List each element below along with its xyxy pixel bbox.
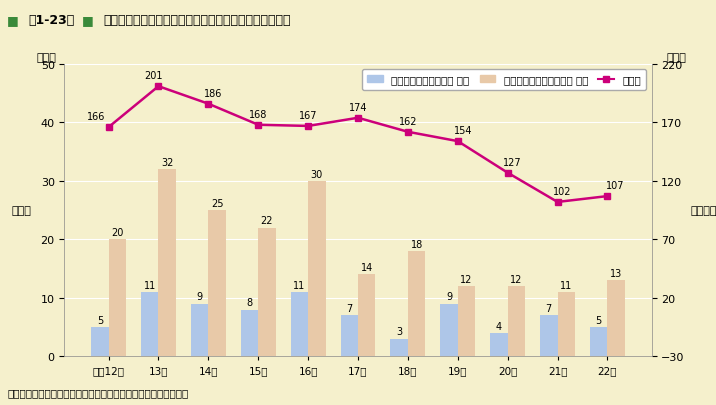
重傷者 — [154, 85, 163, 90]
Bar — [91, 327, 109, 356]
Text: 201: 201 — [144, 71, 163, 81]
Bar — [408, 252, 425, 356]
Text: 3: 3 — [396, 326, 402, 337]
Text: 13: 13 — [610, 268, 622, 278]
Line: 重傷者: 重傷者 — [105, 83, 611, 206]
Text: 11: 11 — [294, 280, 306, 290]
Text: 9: 9 — [197, 292, 203, 302]
重傷者 — [404, 130, 412, 135]
Bar — [440, 304, 458, 356]
Text: 22: 22 — [261, 216, 274, 226]
Text: 18: 18 — [410, 239, 422, 249]
Text: 168: 168 — [249, 110, 267, 119]
重傷者 — [503, 171, 512, 176]
Text: 9: 9 — [446, 292, 452, 302]
Text: 5: 5 — [97, 315, 103, 325]
Text: 8: 8 — [246, 297, 253, 307]
Text: （人）: （人） — [667, 53, 687, 63]
Text: チャイルドシート使用有無別死者数及び重傷者数の推移: チャイルドシート使用有無別死者数及び重傷者数の推移 — [104, 14, 291, 27]
重傷者 — [354, 116, 362, 121]
Text: 7: 7 — [346, 303, 352, 313]
Text: 第1-23図: 第1-23図 — [29, 14, 75, 27]
Y-axis label: 死者数: 死者数 — [11, 206, 31, 215]
Bar — [208, 211, 226, 356]
Bar — [390, 339, 408, 356]
Text: 12: 12 — [511, 274, 523, 284]
Text: 186: 186 — [204, 89, 223, 99]
Text: ■: ■ — [82, 14, 94, 27]
Text: 11: 11 — [560, 280, 572, 290]
Legend: チャイルドシート使用 死者, チャイルドシート不使用 死者, 重傷者: チャイルドシート使用 死者, チャイルドシート不使用 死者, 重傷者 — [362, 70, 647, 90]
Text: 7: 7 — [546, 303, 552, 313]
Bar — [607, 281, 625, 356]
Text: 127: 127 — [503, 158, 522, 167]
Bar — [540, 315, 558, 356]
Bar — [158, 170, 176, 356]
Text: 11: 11 — [144, 280, 156, 290]
Text: 5: 5 — [596, 315, 602, 325]
Bar — [291, 292, 308, 356]
Bar — [258, 228, 276, 356]
Bar — [341, 315, 358, 356]
重傷者 — [204, 102, 213, 107]
Bar — [490, 333, 508, 356]
Text: 14: 14 — [361, 262, 373, 273]
Text: 174: 174 — [349, 102, 367, 113]
重傷者 — [453, 139, 462, 144]
Text: 12: 12 — [460, 274, 473, 284]
Y-axis label: 重傷者数: 重傷者数 — [691, 206, 716, 215]
Text: 154: 154 — [453, 126, 472, 136]
Bar — [358, 275, 375, 356]
Bar — [241, 310, 258, 356]
Bar — [191, 304, 208, 356]
Text: （人）: （人） — [37, 53, 57, 63]
Text: ■: ■ — [7, 14, 19, 27]
Bar — [458, 286, 475, 356]
重傷者 — [254, 123, 263, 128]
Text: 167: 167 — [299, 111, 317, 121]
重傷者 — [105, 126, 113, 130]
Bar — [308, 181, 326, 356]
重傷者 — [553, 200, 562, 205]
Text: 25: 25 — [211, 198, 223, 208]
Text: 107: 107 — [606, 181, 624, 191]
Bar — [558, 292, 575, 356]
Text: 166: 166 — [87, 112, 105, 122]
Text: 102: 102 — [553, 187, 572, 196]
Bar — [141, 292, 158, 356]
Text: 162: 162 — [399, 117, 417, 127]
重傷者 — [603, 194, 611, 199]
Bar — [590, 327, 607, 356]
Bar — [109, 240, 126, 356]
Text: 注　警察庁資料による。ただし、「使用不明」は省略している。: 注 警察庁資料による。ただし、「使用不明」は省略している。 — [7, 387, 188, 397]
重傷者 — [304, 124, 312, 129]
Text: 4: 4 — [496, 321, 502, 331]
Text: 20: 20 — [111, 228, 123, 237]
Text: 30: 30 — [311, 169, 323, 179]
Text: 32: 32 — [161, 158, 173, 167]
Bar — [508, 286, 525, 356]
